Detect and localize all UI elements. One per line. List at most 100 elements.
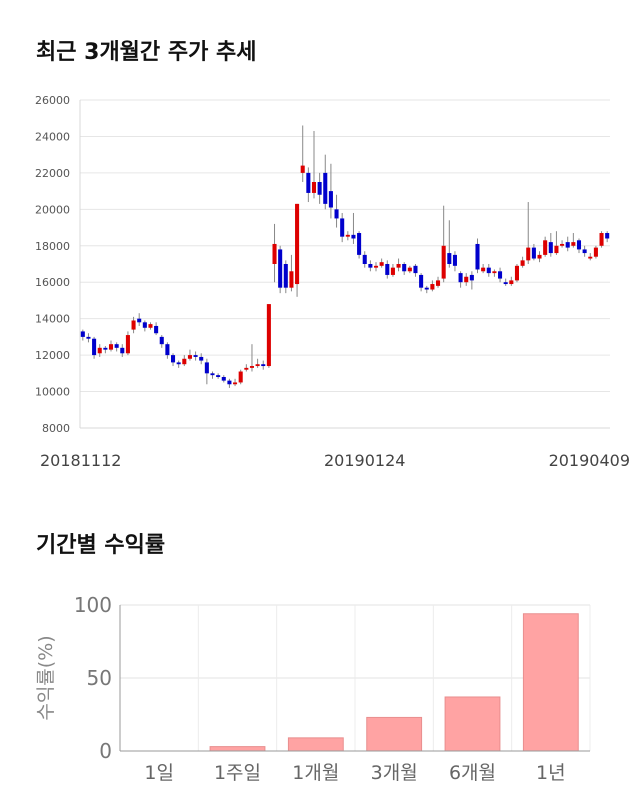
candle-body [413,265,418,274]
candle-body [125,335,130,354]
candle [498,267,503,283]
candle-body [441,245,446,279]
candle-body [311,182,317,193]
candle-body [514,265,519,281]
candle-body [255,364,260,367]
candle-body [306,172,311,193]
candle-body [97,347,102,354]
candle [452,251,457,272]
candle [311,130,317,199]
candle [441,205,446,283]
candle-body [458,273,463,283]
returns-bar [366,716,423,752]
candle-body [154,325,159,334]
candle-body [148,324,153,328]
candle [221,375,226,383]
candle [599,231,604,248]
candle [131,316,136,334]
returns-x-tick-label: 1일 [144,762,174,784]
candle-body [475,243,480,270]
candle [458,271,463,288]
price-y-tick-label: 20000 [35,203,70,216]
candle [464,273,469,286]
candle [340,212,345,243]
returns-bar [287,737,344,752]
candle-body [238,371,243,383]
candle [548,233,553,257]
candle-body [469,274,474,281]
candle-body [509,280,514,285]
candle [503,278,508,286]
candle [272,223,277,283]
returns-bar [444,696,501,752]
candle [255,358,260,368]
candle-body [379,262,384,266]
candle-body [526,247,531,261]
candle-body [120,347,125,354]
candle-body [357,233,362,255]
candle [481,264,486,274]
candle [137,313,142,326]
returns-bar [209,746,266,752]
candle [182,355,187,367]
candle-body [295,203,300,285]
candle-body [86,336,91,339]
candle-body [204,362,209,374]
candle [576,238,582,254]
candle-body [520,260,525,266]
candle [492,269,497,277]
candle-body [492,271,497,274]
candle-body [227,380,232,385]
price-x-tick-label: 20190409 [549,451,630,470]
price-x-tick-label: 20181112 [40,451,121,470]
price-candlestick-chart: 8000 10000 12000 14000 16000 18000 20000 22000 2… [35,94,630,470]
candle-body [142,322,147,328]
candle-body [210,373,215,376]
candle [244,364,249,372]
candle [283,260,288,294]
candle-body [402,264,407,272]
candle [289,254,294,292]
candle [300,125,305,182]
candle-body [447,253,452,264]
candle [193,351,198,361]
candle [328,163,333,219]
candle-body [193,355,198,357]
candle-body [283,264,288,288]
candle-body [605,233,610,239]
price-x-tick-label: 20190124 [324,451,405,470]
candle [396,258,401,272]
candle [159,335,164,348]
candle-body [289,271,294,288]
candle-body [187,355,192,359]
candle-body [266,304,271,367]
returns-y-tick-label: 100 [74,593,112,617]
candle-body [131,320,136,330]
returns-bars [209,613,579,752]
candle [509,276,514,286]
candle [526,202,531,264]
candle-body [114,344,119,348]
candle-body [233,382,238,385]
candle [565,236,570,252]
price-y-tick-label: 10000 [35,386,70,399]
candle [154,322,159,336]
candle [390,264,395,277]
candle-body [171,355,176,363]
candle-body [92,338,97,356]
candle [560,240,565,248]
candle-body [531,247,536,259]
candle [334,194,339,228]
candle-body [323,172,328,204]
price-y-tick-label: 16000 [35,276,70,289]
candle-body [548,242,553,254]
candle-body [452,254,457,266]
candle-body [599,233,604,246]
candle [317,172,322,204]
candle [531,243,536,261]
candle [407,265,412,274]
candle-body [464,276,469,283]
candle-body [328,191,333,208]
price-y-tick-label: 14000 [35,313,70,326]
candle [605,231,610,243]
